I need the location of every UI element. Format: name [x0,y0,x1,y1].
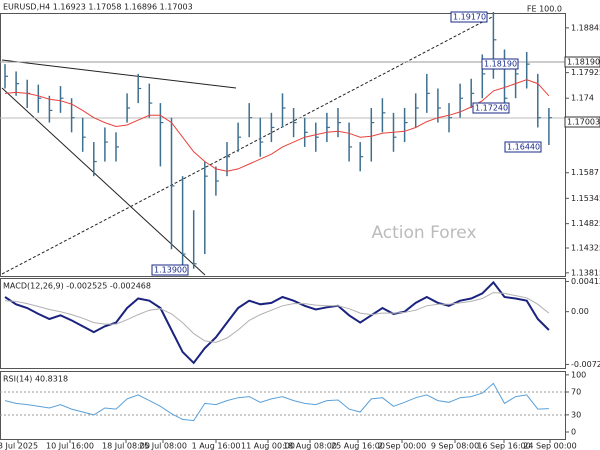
rsi-panel [0,371,566,440]
trendline [1,59,237,89]
rsi-line [4,382,549,422]
x-tick-label: 18 Aug 08:00 [283,442,337,450]
x-tick-label: 25 Aug 16:00 [331,442,385,450]
y-tick-label: 1.13815 [571,268,600,277]
panel-title: RSI(14) 40.8318 [3,375,68,384]
annotation-box [151,264,189,276]
x-tick-label: 2 Sep 00:00 [378,442,426,450]
y-tick-label: 0 [571,428,576,437]
header: EURUSD,H4 1.16923 1.17058 1.16896 1.1700… [3,3,193,12]
annotation-box [481,58,519,70]
annotation: 1.17240 [475,104,508,113]
annotation-box [504,141,542,153]
y-tick-label: 0.00 [571,307,589,316]
price-label-box [564,116,600,128]
y-tick-label: 1.17925 [571,68,600,77]
y-tick-label: 1.14325 [571,243,600,252]
annotation: 1.18190 [484,60,517,69]
x-tick-label: 24 Sep 00:00 [523,442,576,450]
x-tick-label: 9 Sep 08:00 [431,442,479,450]
annotation: 1.13900 [154,266,187,275]
macd-line [4,292,550,343]
y-tick-label: 30 [571,410,581,419]
macd-line [4,280,550,365]
y-tick-label: 1.14825 [571,219,600,228]
annotation: 1.16440 [507,143,540,152]
y-tick-label: 70 [571,388,581,397]
y-tick-label: 100 [571,370,586,379]
annotation-box [472,102,510,114]
annotation: 1.19170 [453,13,486,22]
price-label: 1.18190 [567,58,600,67]
price-label-box [564,56,600,68]
y-tick-label: -0.007216 [571,360,600,369]
x-tick-label: 18 Jul 08:00 [102,442,150,450]
x-tick-label: 3 Jul 2025 [0,442,38,450]
x-tick-label: 11 Aug 00:00 [241,442,295,450]
x-tick-label: 25 Jul 08:00 [139,442,187,450]
x-tick-label: 10 Jul 16:00 [46,442,94,450]
y-tick-label: 1.1587 [571,168,599,177]
panel-title: MACD(12,26,9) -0.002525 -0.002468 [3,282,151,291]
price-label: 1.17003 [567,118,600,127]
x-tick-label: 1 Aug 16:00 [192,442,241,450]
y-tick-label: 1.15345 [571,194,600,203]
y-tick-label: 1.18845 [571,23,600,32]
macd-panel [0,278,566,369]
fe-label: FE 100.0 [527,5,562,14]
annotation-box [450,11,488,23]
trendline [1,16,493,275]
y-tick-label: 0.004128 [571,277,600,286]
price-panel [0,13,566,277]
x-tick-label: 16 Sep 16:00 [477,442,530,450]
moving-average [4,79,550,172]
y-tick-label: 1.174 [571,94,594,103]
panel-frames [0,13,566,440]
watermark: Action Forex [371,223,476,243]
